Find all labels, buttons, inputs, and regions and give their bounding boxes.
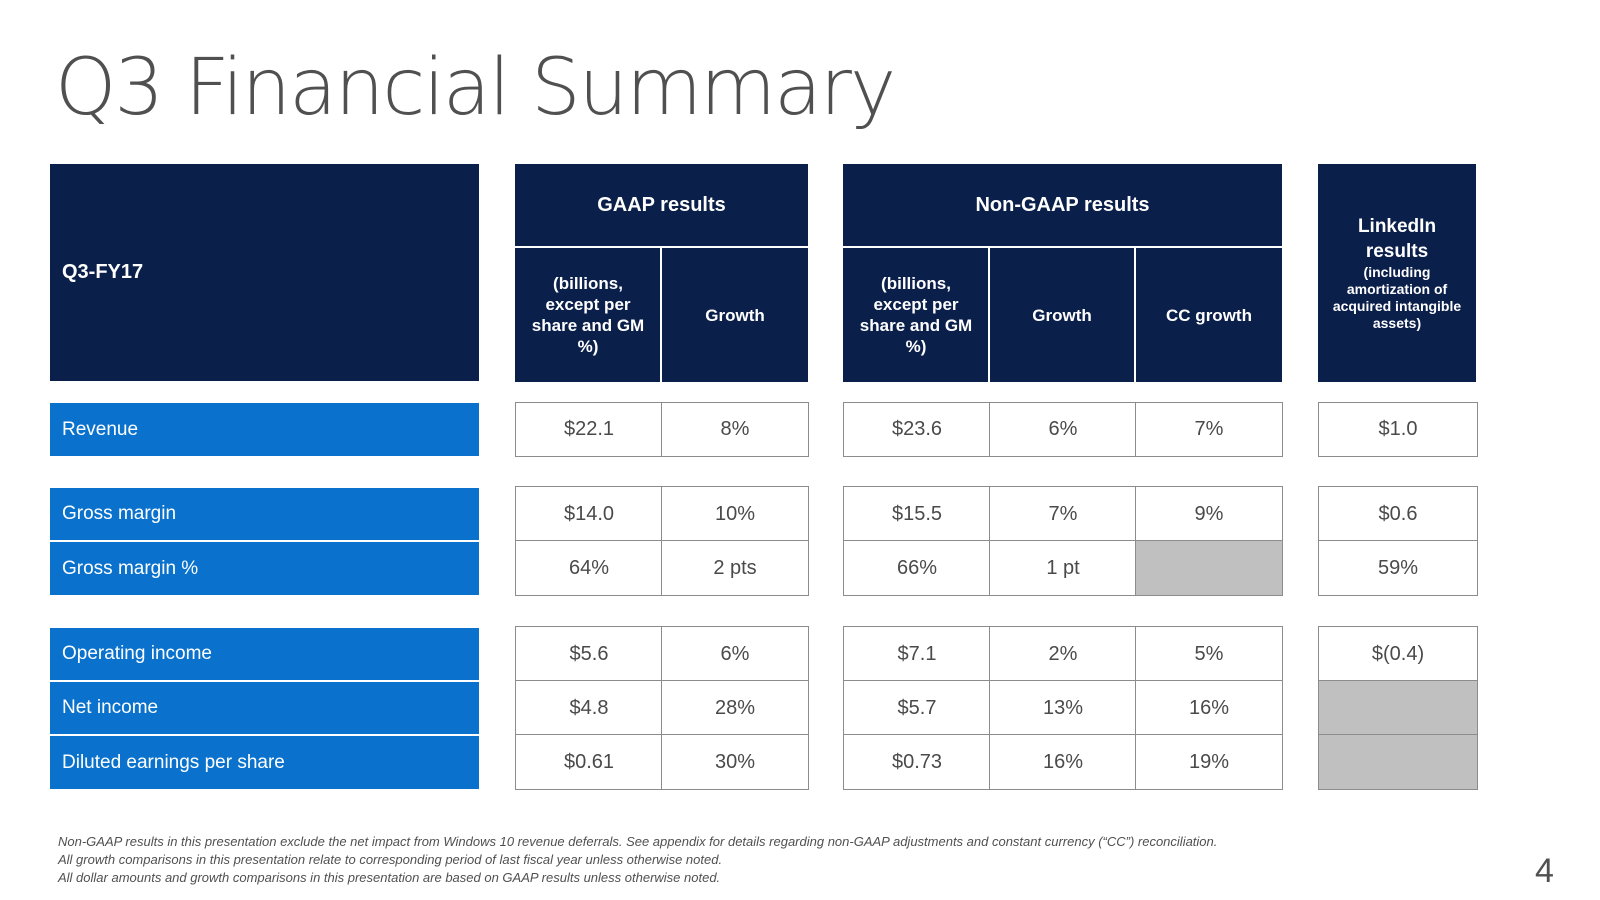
table-cell: $22.1 xyxy=(515,402,663,457)
table-cell: 64% xyxy=(515,540,663,596)
table-cell: 28% xyxy=(661,680,809,736)
row-label-gross-margin-pct: Gross margin % xyxy=(50,542,479,595)
non-gaap-cc-growth-header: CC growth xyxy=(1166,305,1252,325)
empty-cell xyxy=(1318,734,1478,790)
gaap-header-col-divider xyxy=(660,248,662,382)
table-cell: 16% xyxy=(989,734,1137,790)
row-label-net-income: Net income xyxy=(50,682,479,734)
non-gaap-title: Non-GAAP results xyxy=(975,193,1150,216)
table-cell: 19% xyxy=(1135,734,1283,790)
table-cell: $0.6 xyxy=(1318,486,1478,542)
linkedin-subtitle: (including amortization of acquired inta… xyxy=(1332,264,1462,331)
row-label-diluted-eps: Diluted earnings per share xyxy=(50,736,479,789)
table-cell: $0.73 xyxy=(843,734,991,790)
table-cell: 59% xyxy=(1318,540,1478,596)
table-cell: $15.5 xyxy=(843,486,991,542)
table-cell: $1.0 xyxy=(1318,402,1478,457)
table-cell: 6% xyxy=(661,626,809,682)
table-cell: $7.1 xyxy=(843,626,991,682)
table-cell: 6% xyxy=(989,402,1137,457)
table-cell: $23.6 xyxy=(843,402,991,457)
linkedin-title: LinkedIn results xyxy=(1357,216,1437,262)
table-cell: 9% xyxy=(1135,486,1283,542)
table-cell: 7% xyxy=(1135,402,1283,457)
table-cell: 2 pts xyxy=(661,540,809,596)
table-cell: 2% xyxy=(989,626,1137,682)
table-cell: 66% xyxy=(843,540,991,596)
table-cell: 5% xyxy=(1135,626,1283,682)
table-cell: 30% xyxy=(661,734,809,790)
page-title: Q3 Financial Summary xyxy=(55,43,896,133)
gaap-growth-header: Growth xyxy=(705,305,765,325)
period-label: Q3-FY17 xyxy=(62,261,144,283)
footnote-growth: All growth comparisons in this presentat… xyxy=(58,852,723,867)
non-gaap-header-col-divider-1 xyxy=(988,248,990,382)
linkedin-header: LinkedIn results (including amortization… xyxy=(1318,164,1476,382)
row-label-revenue: Revenue xyxy=(50,403,479,456)
table-cell: 10% xyxy=(661,486,809,542)
gaap-title: GAAP results xyxy=(597,193,726,216)
footnote-non-gaap: Non-GAAP results in this presentation ex… xyxy=(58,834,1218,849)
period-header: Q3-FY17 xyxy=(50,164,479,381)
table-cell: $4.8 xyxy=(515,680,663,736)
non-gaap-growth-header: Growth xyxy=(1032,305,1092,325)
gaap-header: GAAP results (billions, except per share… xyxy=(515,164,808,382)
table-cell: 7% xyxy=(989,486,1137,542)
row-label-gross-margin: Gross margin xyxy=(50,488,479,540)
non-gaap-header: Non-GAAP results (billions, except per s… xyxy=(843,164,1282,382)
footnote-dollar-amounts: All dollar amounts and growth comparison… xyxy=(58,870,721,885)
table-cell: $14.0 xyxy=(515,486,663,542)
gaap-amount-header: (billions, except per share and GM %) xyxy=(531,274,645,356)
row-label-operating-income: Operating income xyxy=(50,628,479,680)
empty-cell xyxy=(1318,680,1478,736)
table-cell: 13% xyxy=(989,680,1137,736)
non-gaap-header-col-divider-2 xyxy=(1134,248,1136,382)
table-cell: $5.7 xyxy=(843,680,991,736)
page-number: 4 xyxy=(1535,852,1554,890)
table-cell: 8% xyxy=(661,402,809,457)
table-cell: 1 pt xyxy=(989,540,1137,596)
table-cell: $5.6 xyxy=(515,626,663,682)
non-gaap-amount-header: (billions, except per share and GM %) xyxy=(859,274,973,356)
empty-cell xyxy=(1135,540,1283,596)
table-cell: 16% xyxy=(1135,680,1283,736)
table-cell: $(0.4) xyxy=(1318,626,1478,682)
non-gaap-header-divider xyxy=(843,246,1282,248)
gaap-header-divider xyxy=(515,246,808,248)
table-cell: $0.61 xyxy=(515,734,663,790)
